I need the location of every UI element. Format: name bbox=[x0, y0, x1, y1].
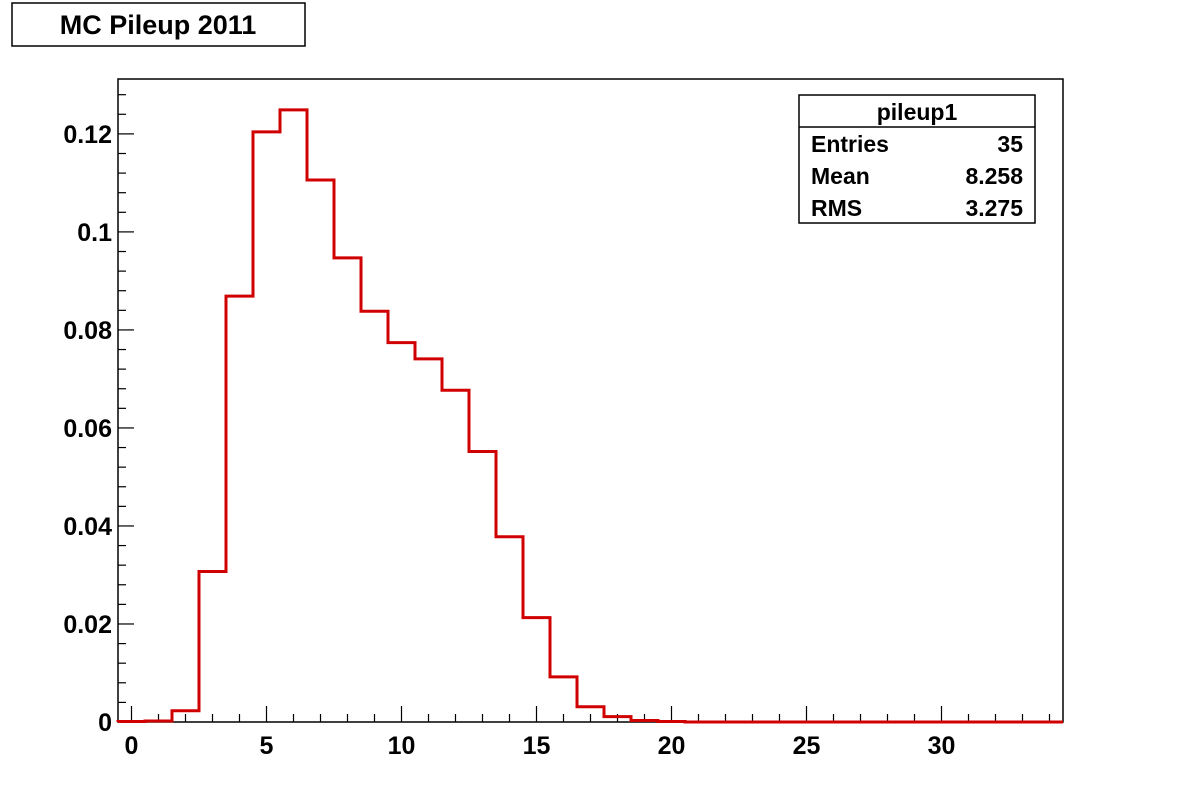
x-tick-label: 20 bbox=[658, 732, 686, 760]
histogram-bin bbox=[361, 311, 388, 722]
y-tick-label: 0.12 bbox=[63, 121, 112, 149]
title-box: MC Pileup 2011 bbox=[11, 2, 306, 47]
x-tick-label: 10 bbox=[388, 732, 416, 760]
x-tick-label: 30 bbox=[928, 732, 956, 760]
x-tick-label: 0 bbox=[125, 732, 139, 760]
histogram-bin bbox=[496, 537, 523, 722]
histogram-bin bbox=[334, 258, 361, 722]
x-axis: 0 5 10 15 20 25 30 bbox=[125, 706, 1051, 760]
histogram-bin bbox=[469, 451, 496, 722]
histogram-bin bbox=[226, 296, 253, 722]
y-axis: 0 0.02 0.04 0.06 0.08 0.1 0.12 bbox=[63, 94, 134, 737]
stats-mean-label: Mean bbox=[811, 163, 870, 189]
stats-rms-label: RMS bbox=[811, 195, 862, 221]
histogram-bin bbox=[415, 359, 442, 722]
histogram-bin bbox=[280, 110, 307, 722]
x-tick-label: 5 bbox=[260, 732, 274, 760]
stats-entries-label: Entries bbox=[811, 131, 889, 157]
histogram-bin bbox=[253, 132, 280, 722]
y-tick-label: 0 bbox=[98, 709, 112, 737]
y-tick-label: 0.1 bbox=[77, 219, 112, 247]
histogram-step-line bbox=[116, 108, 1063, 724]
y-tick-label: 0.04 bbox=[63, 513, 112, 541]
stats-rms-value: 3.275 bbox=[965, 195, 1023, 221]
histogram-series bbox=[116, 108, 1063, 724]
chart-title: MC Pileup 2011 bbox=[60, 10, 257, 40]
histogram-bin bbox=[388, 343, 415, 722]
histogram-bin bbox=[442, 390, 469, 722]
stats-frame bbox=[798, 94, 1036, 224]
stats-entries-value: 35 bbox=[997, 131, 1023, 157]
title-frame bbox=[11, 2, 306, 47]
x-tick-label: 15 bbox=[523, 732, 551, 760]
stats-mean-value: 8.258 bbox=[965, 163, 1023, 189]
stats-box: pileup1 Entries 35 Mean 8.258 RMS 3.275 bbox=[798, 94, 1036, 224]
stats-name: pileup1 bbox=[877, 99, 958, 125]
x-tick-label: 25 bbox=[793, 732, 821, 760]
histogram-bin bbox=[199, 572, 226, 722]
y-tick-label: 0.08 bbox=[63, 317, 112, 345]
y-tick-label: 0.06 bbox=[63, 415, 112, 443]
histogram-bin bbox=[307, 180, 334, 722]
y-tick-label: 0.02 bbox=[63, 611, 112, 639]
